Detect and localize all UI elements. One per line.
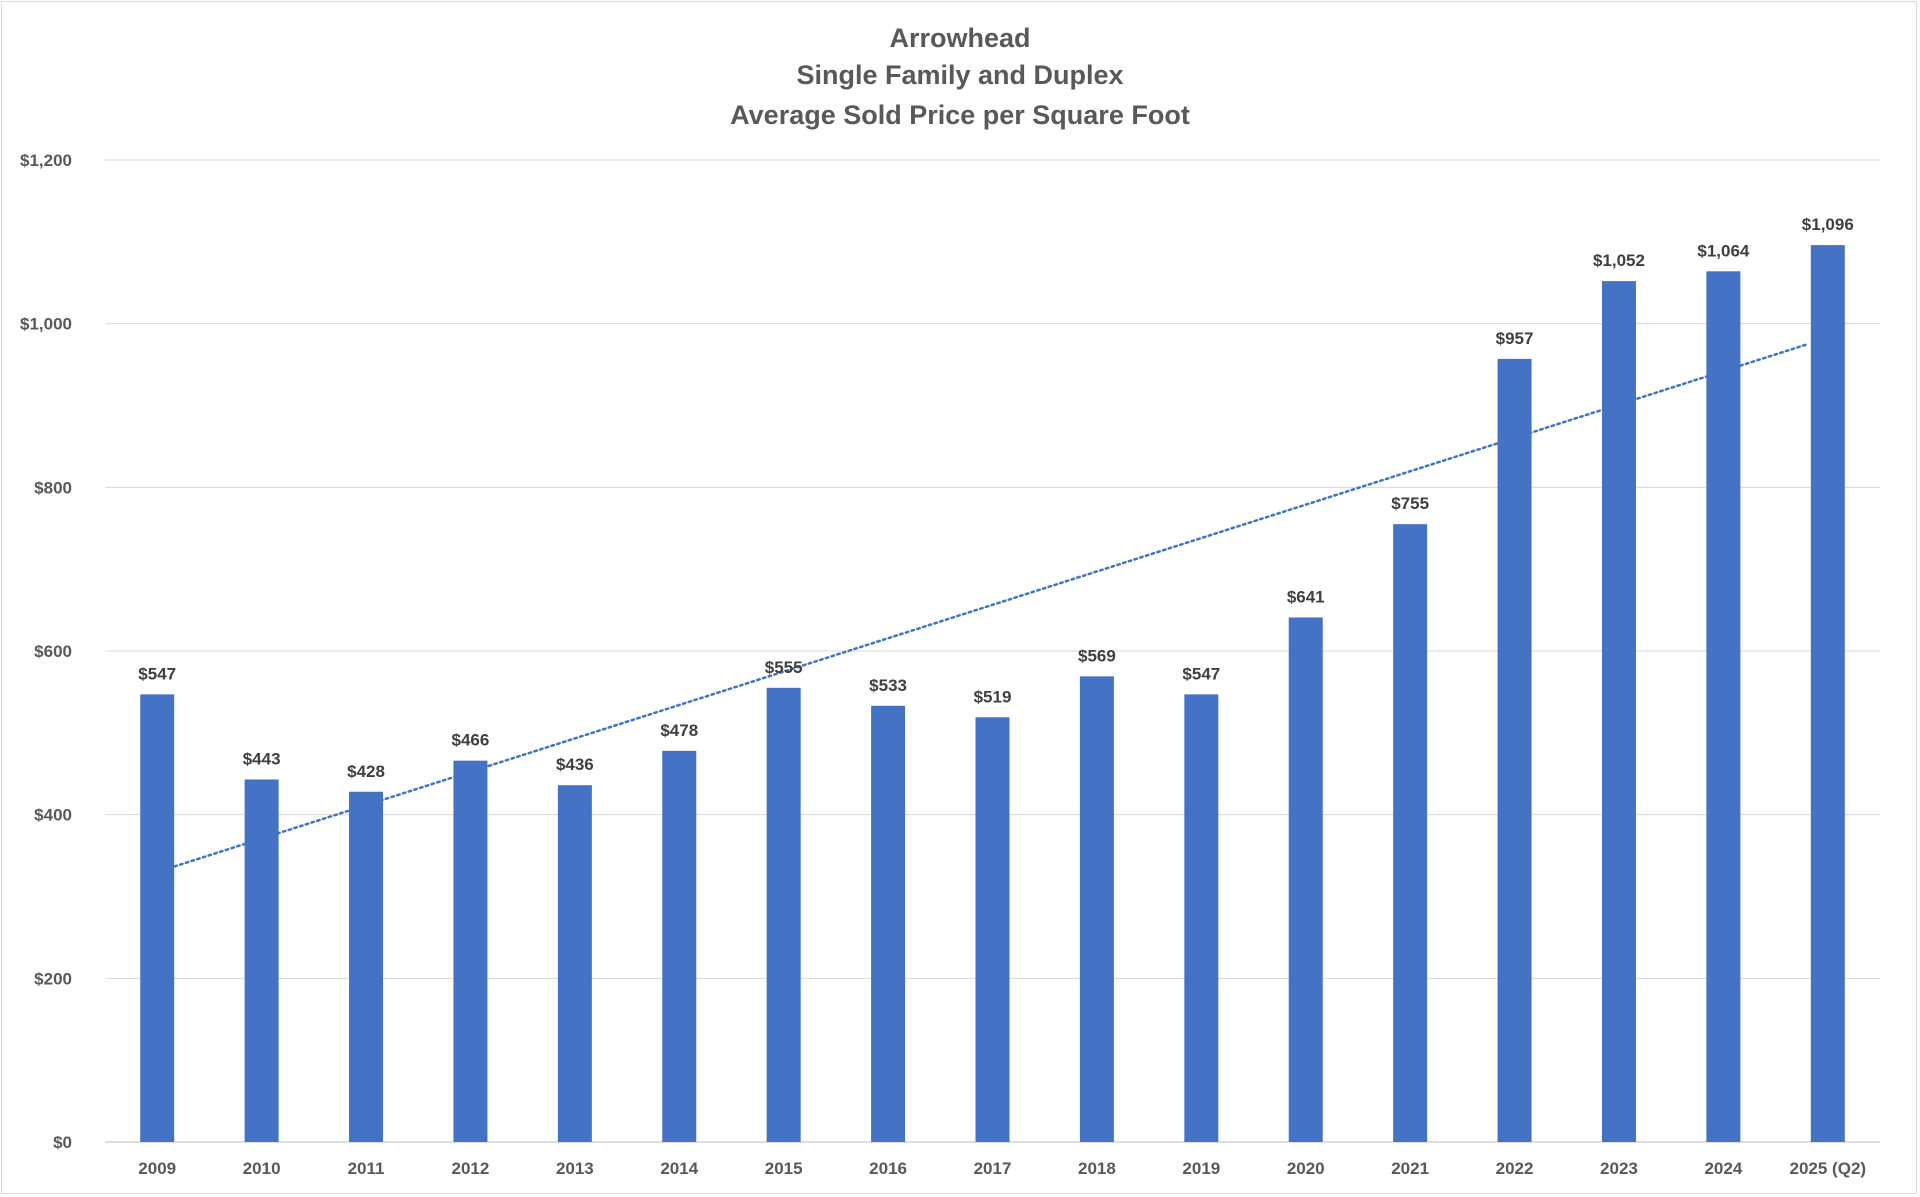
data-label: $755: [1391, 494, 1429, 513]
y-tick-label: $800: [34, 478, 72, 497]
data-label: $547: [1182, 664, 1220, 683]
bar-2019: [1184, 694, 1219, 1142]
bar-2012: [453, 760, 488, 1142]
data-label: $1,064: [1697, 241, 1750, 260]
x-tick-label: 2023: [1600, 1159, 1638, 1178]
data-labels: $547 $443 $428 $466 $436 $478 $555 $533 $519 $569…: [138, 215, 1854, 781]
bar-2011: [349, 791, 384, 1142]
x-tick-label: 2009: [138, 1159, 176, 1178]
data-label: $957: [1496, 329, 1534, 348]
bar-2014: [662, 750, 697, 1142]
bar-series: [140, 245, 1845, 1143]
x-tick-label: 2022: [1496, 1159, 1534, 1178]
data-label: $478: [660, 721, 698, 740]
x-tick-label: 2011: [348, 1159, 385, 1178]
bar-2010: [244, 779, 279, 1142]
trendline: [155, 342, 1810, 874]
bar-2022: [1497, 358, 1532, 1143]
data-label: $1,052: [1593, 251, 1645, 270]
bar-2021: [1393, 524, 1428, 1142]
x-tick-label: 2010: [243, 1159, 281, 1178]
y-tick-label: $1,000: [20, 315, 72, 334]
x-tick-label: 2024: [1704, 1159, 1742, 1178]
data-label: $569: [1078, 646, 1116, 665]
chart-title-line-2: Single Family and Duplex: [796, 60, 1123, 90]
x-axis-tick-labels: 2009 2010 2011 2012 2013 2014 2015 2016 2017 2018…: [138, 1159, 1866, 1178]
data-label: $547: [138, 664, 176, 683]
x-tick-label: 2016: [869, 1159, 907, 1178]
data-label: $641: [1287, 587, 1325, 606]
bar-2020: [1288, 617, 1323, 1142]
bar-2017: [975, 717, 1010, 1142]
chart-title-line-3: Average Sold Price per Square Foot: [730, 100, 1190, 130]
x-tick-label: 2015: [765, 1159, 803, 1178]
data-label: $519: [974, 687, 1012, 706]
x-tick-label: 2018: [1078, 1159, 1116, 1178]
x-tick-label: 2014: [660, 1159, 698, 1178]
bar-2009: [140, 694, 175, 1142]
data-label: $466: [452, 731, 490, 750]
bar-2024: [1706, 271, 1741, 1142]
data-label: $555: [765, 658, 803, 677]
x-tick-label: 2020: [1287, 1159, 1325, 1178]
bar-2015: [766, 687, 801, 1142]
x-tick-label: 2021: [1391, 1159, 1429, 1178]
bar-2016: [871, 705, 906, 1142]
chart-title: Arrowhead Single Family and Duplex Avera…: [730, 23, 1190, 130]
data-label: $1,096: [1802, 215, 1854, 234]
data-label: $443: [243, 749, 281, 768]
x-tick-label: 2019: [1182, 1159, 1220, 1178]
data-label: $428: [347, 762, 385, 781]
y-tick-label: $600: [34, 642, 72, 661]
trendline-layer: [155, 342, 1810, 874]
bar-2025-Q2: [1810, 245, 1845, 1142]
bar-2023: [1601, 281, 1636, 1142]
x-tick-label: 2013: [556, 1159, 594, 1178]
data-label: $533: [869, 676, 907, 695]
y-tick-label: $1,200: [20, 151, 72, 170]
y-axis-tick-labels: $0 $200 $400 $600 $800 $1,000 $1,200: [20, 151, 72, 1152]
x-tick-label: 2017: [974, 1159, 1012, 1178]
data-label: $436: [556, 755, 594, 774]
gridlines: [105, 159, 1880, 1143]
bar-2013: [557, 785, 592, 1142]
x-tick-label: 2025 (Q2): [1790, 1159, 1867, 1178]
y-tick-label: $400: [34, 806, 72, 825]
y-tick-label: $200: [34, 969, 72, 988]
bar-2018: [1079, 676, 1114, 1142]
x-tick-label: 2012: [452, 1159, 490, 1178]
chart-title-line-1: Arrowhead: [889, 23, 1030, 53]
y-tick-label: $0: [53, 1133, 72, 1152]
